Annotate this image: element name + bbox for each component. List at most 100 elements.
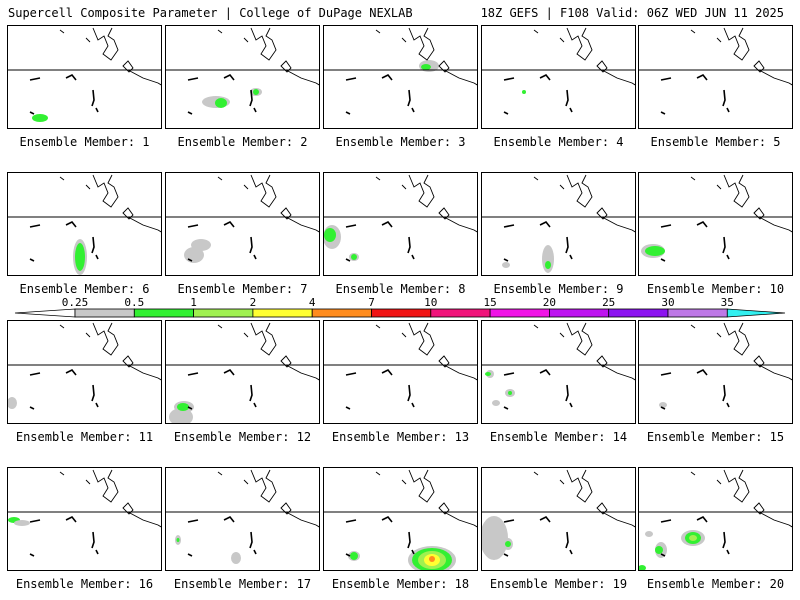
coastline-outline	[345, 553, 351, 557]
colorbar-tick-label: 1	[190, 296, 197, 309]
coastline-outline	[249, 531, 253, 549]
scp-contour-low	[645, 246, 665, 256]
ensemble-panel-8	[323, 172, 478, 276]
coastline-outline	[29, 111, 35, 115]
coastline-outline	[223, 368, 235, 376]
scp-map-12	[166, 322, 319, 423]
coastline-outline	[539, 368, 551, 376]
coastline-outline	[569, 549, 573, 555]
ensemble-member-label: Ensemble Member: 4	[493, 135, 624, 149]
colorbar-high-end	[726, 308, 786, 318]
coastline-outline	[217, 176, 223, 181]
coastline-outline	[65, 368, 77, 376]
coastline-outline	[85, 479, 91, 485]
coastline-outline	[660, 406, 666, 410]
coastline-outline	[250, 174, 277, 208]
scp-contour-low	[545, 261, 551, 269]
colorbar-segment	[193, 308, 254, 318]
coastline-outline	[59, 176, 65, 181]
coastline-outline	[29, 224, 41, 228]
coastline-outline	[690, 176, 696, 181]
scp-contour-sub	[492, 400, 500, 406]
coastline-outline	[690, 471, 696, 476]
coastline-outline	[503, 77, 515, 81]
scp-contour-sub	[542, 245, 554, 273]
colorbar-segment	[311, 308, 372, 318]
scp-map-4	[482, 27, 635, 115]
coastline-outline	[503, 553, 509, 557]
coastline-outline	[127, 364, 161, 381]
coastline-outline	[753, 207, 765, 220]
map-title: Supercell Composite Parameter | College …	[8, 6, 413, 20]
ensemble-member-label: Ensemble Member: 10	[646, 282, 785, 296]
colorbar-segment	[549, 308, 610, 318]
coastline-outline	[539, 220, 551, 228]
coastline-outline	[243, 479, 249, 485]
coastline-outline	[726, 549, 730, 555]
coastline-outline	[85, 37, 91, 43]
coastline-outline	[375, 324, 381, 329]
coastline-outline	[280, 60, 292, 73]
coastline-outline	[660, 519, 672, 523]
scp-contour-mid	[689, 535, 697, 541]
coastline-outline	[92, 174, 119, 208]
coastline-outline	[217, 324, 223, 329]
coastline-outline	[285, 364, 319, 381]
coastline-outline	[122, 207, 134, 220]
coastline-outline	[660, 111, 666, 115]
coastline-outline	[443, 364, 477, 381]
colorbar-segment	[489, 308, 550, 318]
coastline-outline	[716, 479, 722, 485]
colorbar-tick-label: 7	[368, 296, 375, 309]
scp-contour-sub	[482, 516, 508, 560]
coastline-outline	[217, 29, 223, 34]
coastline-outline	[566, 27, 593, 61]
coastline-outline	[722, 384, 726, 402]
scp-contour-low	[655, 546, 663, 554]
scp-map-6	[8, 174, 161, 275]
coastline-outline	[503, 258, 509, 262]
coastline-outline	[59, 29, 65, 34]
coastline-outline	[723, 322, 750, 356]
coastline-outline	[565, 236, 569, 254]
colorbar-low-end	[14, 308, 76, 318]
coastline-outline	[59, 471, 65, 476]
coastline-outline	[443, 216, 477, 233]
coastline-outline	[122, 355, 134, 368]
coastline-outline	[127, 216, 161, 233]
coastline-outline	[280, 502, 292, 515]
coastline-outline	[59, 324, 65, 329]
ensemble-member-label: Ensemble Member: 8	[335, 282, 466, 296]
coastline-outline	[569, 107, 573, 113]
coastline-outline	[601, 364, 635, 381]
coastline-outline	[223, 220, 235, 228]
ensemble-member-label: Ensemble Member: 1	[19, 135, 150, 149]
colorbar-segment	[74, 308, 135, 318]
ensemble-panel-9	[481, 172, 636, 276]
coastline-outline	[122, 502, 134, 515]
scp-map-13	[324, 322, 477, 410]
coastline-outline	[280, 355, 292, 368]
scp-contour-low	[351, 254, 357, 260]
scp-map-10	[639, 174, 792, 262]
coastline-outline	[443, 511, 477, 528]
scp-map-15	[639, 322, 792, 410]
colorbar-tick-label: 10	[424, 296, 438, 309]
coastline-outline	[401, 479, 407, 485]
scp-contour-low	[639, 565, 646, 570]
coastline-outline	[187, 553, 193, 557]
coastline-outline	[29, 372, 41, 376]
colorbar-segment	[608, 308, 669, 318]
ensemble-panel-16	[7, 467, 162, 571]
coastline-outline	[223, 515, 235, 523]
coastline-outline	[407, 531, 411, 549]
scp-contour-sub	[8, 397, 17, 409]
colorbar-segment	[133, 308, 195, 318]
coastline-outline	[559, 479, 565, 485]
scp-contour-sub	[14, 520, 30, 526]
scp-map-1	[8, 27, 161, 122]
coastline-outline	[91, 531, 95, 549]
coastline-outline	[411, 107, 415, 113]
ensemble-panel-17	[165, 467, 320, 571]
coastline-outline	[438, 502, 450, 515]
